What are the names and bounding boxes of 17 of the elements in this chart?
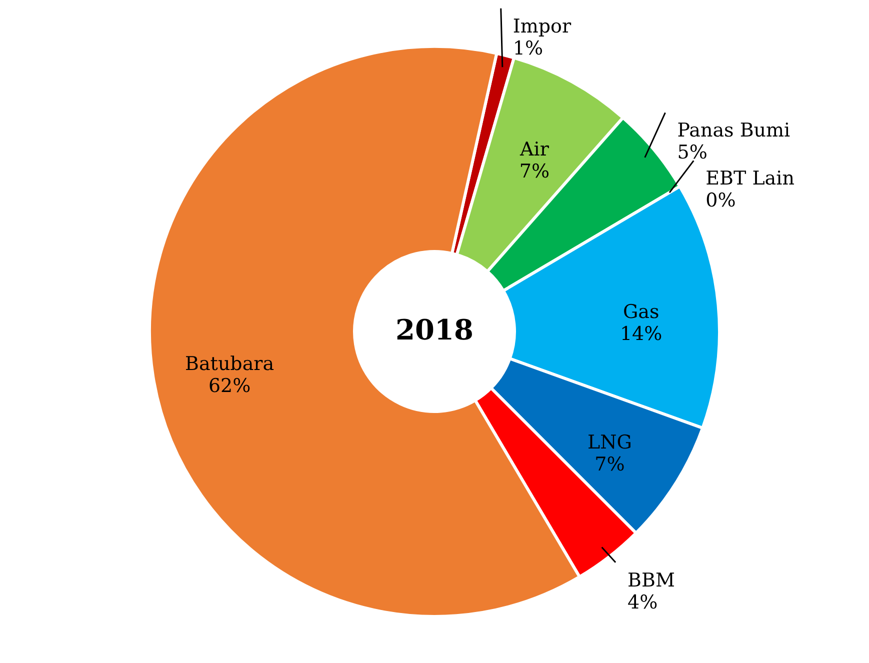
slice-label: Panas Bumi xyxy=(677,120,790,142)
text: 0% xyxy=(706,190,736,212)
data-label: 7% xyxy=(594,454,625,476)
data-label: 4% xyxy=(628,591,658,614)
slice-label: Batubara xyxy=(185,352,274,375)
category-label: EBT Lain xyxy=(706,168,794,190)
data-label: 7% xyxy=(519,160,550,183)
slice-label: Air xyxy=(519,138,550,161)
data-label: 1% xyxy=(512,37,544,60)
data-label: 14% xyxy=(620,322,662,345)
data-label: 5% xyxy=(677,142,708,164)
slice-label: Gas xyxy=(622,300,660,323)
text: 2018 xyxy=(396,314,474,346)
slice-label: Impor xyxy=(512,15,572,38)
data-label: 62% xyxy=(208,374,251,397)
slice-label: BBM xyxy=(628,569,675,592)
slice-label: LNG xyxy=(587,432,632,454)
